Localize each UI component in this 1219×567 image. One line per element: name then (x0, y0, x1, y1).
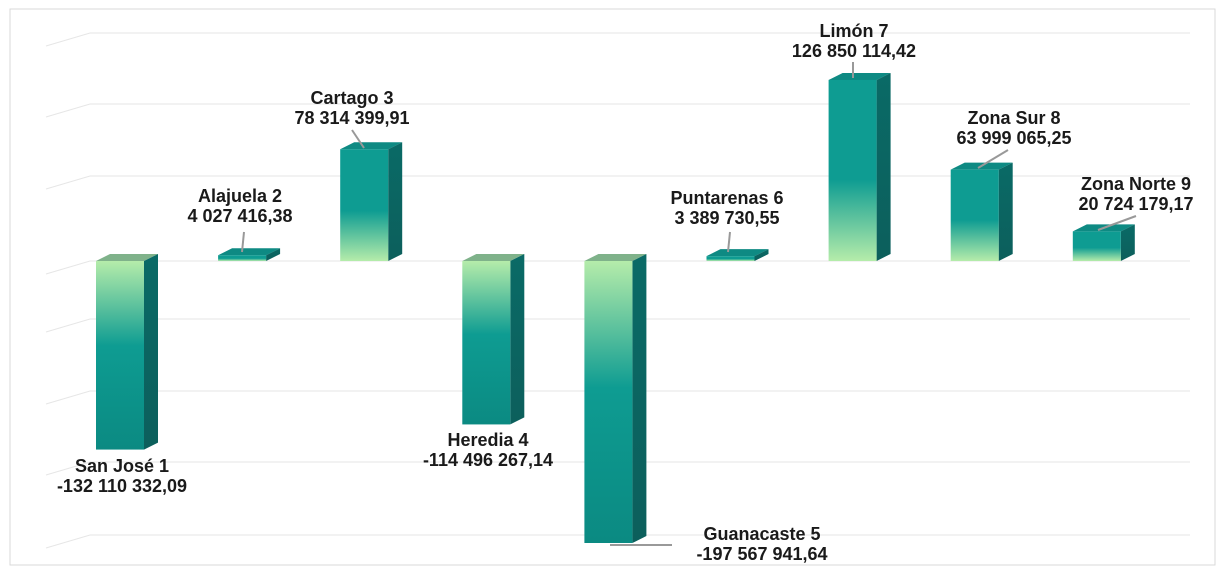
gridline (45, 318, 1190, 333)
bar-front-face (462, 261, 511, 425)
data-labels: San José 1-132 110 332,09 Alajuela 24 027… (57, 21, 1194, 564)
bar-4 (462, 254, 525, 425)
bar-top-face (96, 254, 158, 261)
bar-top-face (462, 254, 525, 261)
bar-2 (218, 248, 281, 261)
bar-top-face (828, 72, 891, 80)
chart-frame (9, 8, 1216, 566)
category-label: Heredia 4 (447, 430, 528, 450)
gridlines (45, 32, 1190, 549)
gridline (45, 390, 1190, 405)
category-label: Puntarenas 6 (670, 188, 783, 208)
bar-3 (340, 142, 403, 261)
bar-9 (1072, 224, 1135, 261)
bar-top-face (218, 248, 281, 256)
leader-line (351, 129, 365, 149)
gridline (45, 32, 1190, 47)
value-label: 4 027 416,38 (187, 206, 292, 226)
category-label: Zona Norte 9 (1081, 174, 1191, 194)
leader-line (1097, 215, 1137, 231)
bar-8 (950, 162, 1013, 261)
leader-line (727, 231, 731, 253)
value-label: 63 999 065,25 (956, 128, 1071, 148)
value-label: 20 724 179,17 (1078, 194, 1193, 214)
bar-front-face (340, 149, 389, 261)
bar-front-face (584, 261, 633, 543)
bar-front-face (1072, 231, 1121, 261)
gridline (45, 260, 1190, 275)
bar-top-face (706, 249, 769, 257)
value-label: 126 850 114,42 (792, 41, 916, 61)
bar-side-face (144, 254, 158, 450)
bars (96, 72, 1135, 543)
category-label: Alajuela 2 (198, 186, 282, 206)
category-label: San José 1 (75, 456, 169, 476)
bar-side-face (388, 142, 403, 261)
category-label: Zona Sur 8 (967, 108, 1060, 128)
bar-1 (96, 254, 158, 450)
bar-top-face (340, 142, 403, 150)
bar-6 (706, 249, 769, 261)
bar-front-face (706, 256, 755, 261)
bar-5 (584, 254, 647, 543)
bar-side-face (998, 162, 1013, 261)
bar-side-face (1120, 224, 1135, 261)
bar-side-face (754, 249, 769, 261)
value-label: -114 496 267,14 (423, 450, 553, 470)
bar-side-face (266, 248, 281, 261)
bar-front-face (218, 255, 267, 261)
value-label: -197 567 941,64 (696, 544, 827, 564)
gridline (45, 461, 1190, 476)
bar-top-face (584, 254, 647, 261)
gridline (45, 103, 1190, 118)
bar-front-face (828, 79, 877, 261)
bar-front-face (950, 169, 999, 261)
value-label: 78 314 399,91 (294, 108, 409, 128)
bar-7 (828, 72, 891, 261)
leader-line (977, 149, 1009, 169)
leader-line (241, 231, 245, 253)
bar-side-face (632, 254, 647, 543)
gridline (45, 175, 1190, 190)
bar-side-face (876, 72, 891, 261)
bar-side-face (510, 254, 525, 425)
value-label: 3 389 730,55 (674, 208, 779, 228)
category-label: Cartago 3 (310, 88, 393, 108)
category-label: Limón 7 (819, 21, 888, 41)
category-label: Guanacaste 5 (703, 524, 820, 544)
value-label: -132 110 332,09 (57, 476, 187, 496)
gridline (45, 534, 1190, 549)
bar-front-face (96, 261, 144, 450)
